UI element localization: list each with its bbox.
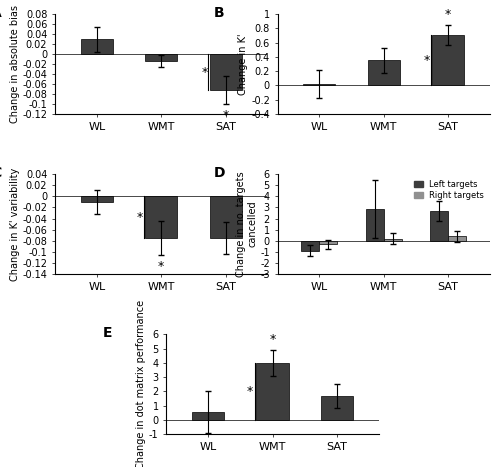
Bar bbox=[368, 60, 400, 85]
Text: D: D bbox=[214, 166, 226, 180]
Bar bbox=[302, 241, 320, 251]
Text: *: * bbox=[445, 8, 452, 21]
Bar bbox=[210, 196, 242, 238]
Legend: Left targets, Right targets: Left targets, Right targets bbox=[412, 178, 486, 201]
Bar bbox=[320, 241, 338, 244]
Text: E: E bbox=[102, 326, 112, 340]
Text: A: A bbox=[0, 6, 2, 20]
Text: *: * bbox=[270, 333, 276, 346]
Text: C: C bbox=[0, 166, 2, 180]
Text: *: * bbox=[247, 385, 253, 398]
Y-axis label: Change in K': Change in K' bbox=[238, 33, 248, 95]
Bar bbox=[366, 209, 384, 241]
Y-axis label: Change in K' variability: Change in K' variability bbox=[10, 168, 20, 281]
Bar bbox=[256, 363, 288, 420]
Bar bbox=[81, 196, 113, 202]
Bar bbox=[210, 54, 242, 90]
Text: *: * bbox=[158, 260, 164, 273]
Text: *: * bbox=[424, 54, 430, 67]
Y-axis label: Change in dot matrix performance: Change in dot matrix performance bbox=[136, 300, 146, 467]
Bar bbox=[81, 39, 113, 54]
Text: *: * bbox=[201, 65, 207, 78]
Bar bbox=[432, 35, 464, 85]
Bar bbox=[384, 239, 402, 241]
Bar bbox=[145, 196, 178, 238]
Y-axis label: Change in absolute bias: Change in absolute bias bbox=[10, 5, 20, 123]
Bar bbox=[145, 54, 178, 61]
Text: *: * bbox=[222, 109, 228, 122]
Bar bbox=[192, 412, 224, 420]
Bar bbox=[304, 84, 336, 85]
Y-axis label: Change in no. targets
cancelled: Change in no. targets cancelled bbox=[236, 171, 258, 277]
Bar bbox=[430, 211, 448, 241]
Bar bbox=[448, 236, 466, 241]
Text: B: B bbox=[214, 6, 224, 20]
Text: *: * bbox=[137, 211, 143, 224]
Bar bbox=[321, 396, 353, 420]
